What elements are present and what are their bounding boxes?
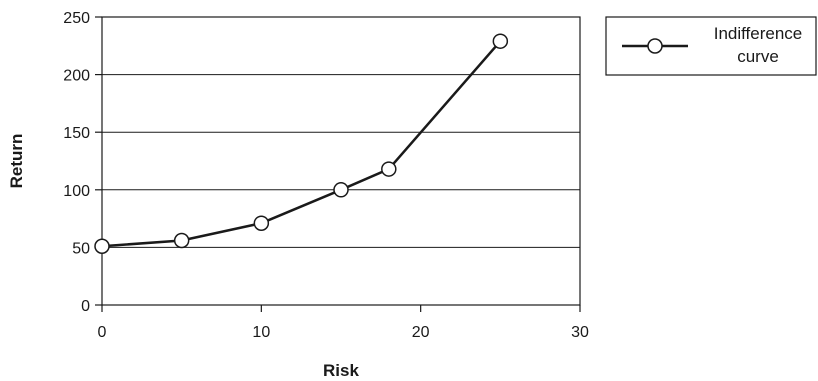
- x-tick-label-0: 0: [98, 324, 107, 341]
- legend-label-line-2: curve: [737, 47, 779, 66]
- y-axis-ticks: 0 50 100 150 200 250: [63, 10, 102, 315]
- y-tick-label-150: 150: [63, 125, 90, 142]
- series-group: [94, 33, 509, 254]
- x-tick-label-20: 20: [412, 324, 430, 341]
- y-tick-label-50: 50: [72, 240, 90, 257]
- series-line-0: [101, 40, 502, 248]
- y-tick-label-250: 250: [63, 10, 90, 27]
- x-tick-label-10: 10: [252, 324, 270, 341]
- y-tick-label-100: 100: [63, 183, 90, 200]
- y-tick-label-200: 200: [63, 68, 90, 85]
- data-point-2: [253, 215, 270, 231]
- data-point-5: [492, 33, 509, 49]
- x-axis-ticks: 0 10 20 30: [98, 305, 589, 341]
- y-axis-title: Return: [7, 134, 26, 189]
- plot-frame: [101, 16, 581, 306]
- x-tick-label-30: 30: [571, 324, 589, 341]
- data-point-4: [381, 161, 397, 177]
- gridlines: [102, 74, 580, 248]
- y-tick-label-0: 0: [81, 298, 90, 315]
- data-point-0: [94, 238, 110, 254]
- data-point-3: [333, 182, 349, 198]
- legend: Indifference curve: [605, 16, 817, 76]
- legend-label-line-1: Indifference: [714, 24, 803, 43]
- legend-marker-sample: [647, 38, 663, 54]
- data-point-1: [173, 232, 190, 249]
- x-axis-title: Risk: [323, 361, 359, 380]
